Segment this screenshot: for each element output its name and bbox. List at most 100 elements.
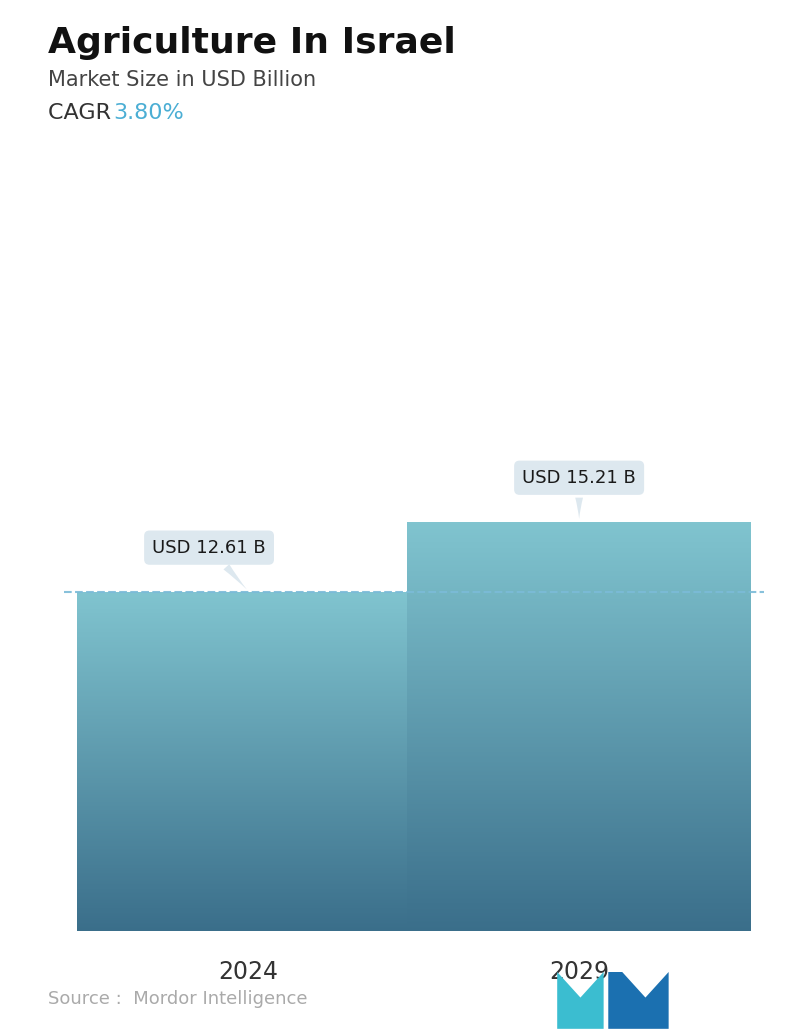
Bar [408,653,751,656]
Bar [408,927,751,930]
Bar [408,709,751,711]
Bar [408,542,751,544]
Bar [77,869,420,870]
Bar [408,597,751,598]
Bar [408,798,751,799]
Bar [408,726,751,728]
Bar [77,890,420,891]
Bar [408,564,751,566]
Bar [408,618,751,619]
Bar [77,739,420,740]
Bar [77,760,420,761]
Bar [408,687,751,688]
Bar [408,711,751,712]
Bar [408,764,751,765]
Bar [77,652,420,653]
Bar [77,662,420,663]
Bar [77,594,420,595]
Bar [77,649,420,650]
Bar [408,888,751,889]
Bar [77,831,420,832]
Bar [408,602,751,604]
Bar [77,720,420,721]
Bar [77,918,420,919]
Bar [408,870,751,871]
Bar [408,918,751,919]
Bar [77,772,420,773]
Bar [77,621,420,622]
Bar [77,908,420,909]
Bar [77,658,420,659]
Bar [408,548,751,549]
Bar [408,908,751,909]
Bar [408,827,751,828]
Bar [408,591,751,592]
Bar [77,644,420,646]
Bar [408,557,751,558]
Bar [408,865,751,866]
Bar [408,694,751,695]
Bar [408,799,751,801]
Bar [408,534,751,536]
Bar [408,545,751,546]
Bar [77,637,420,638]
Bar [77,693,420,695]
Bar [77,653,420,655]
Bar [408,746,751,747]
Bar [77,639,420,640]
Bar [408,716,751,717]
Bar [408,874,751,875]
Bar [77,906,420,907]
Bar [77,679,420,680]
Bar [77,812,420,813]
Bar [408,705,751,707]
Bar [408,677,751,678]
Bar [77,731,420,732]
Bar [77,926,420,927]
Bar [408,741,751,742]
Bar [77,614,420,615]
Bar [408,896,751,898]
Bar [77,826,420,828]
Bar [408,810,751,811]
Bar [408,789,751,790]
Bar [408,767,751,768]
Bar [77,843,420,844]
Bar [408,849,751,850]
Bar [408,692,751,694]
Bar [77,790,420,792]
Bar [408,889,751,891]
Bar [408,632,751,634]
Bar [77,882,420,883]
Bar [408,575,751,576]
Bar [408,754,751,755]
Bar [408,921,751,922]
Text: USD 12.61 B: USD 12.61 B [152,539,266,589]
Bar [77,610,420,611]
Bar [77,727,420,728]
Bar [77,665,420,666]
Bar [77,751,420,752]
Bar [408,801,751,802]
Bar [77,750,420,751]
Bar [408,638,751,639]
Bar [408,718,751,720]
Bar [408,613,751,614]
Bar [408,664,751,665]
Bar [77,634,420,635]
Bar [77,871,420,872]
Bar [77,773,420,774]
Bar [408,893,751,895]
Bar [408,760,751,762]
Bar [77,630,420,631]
Bar [77,734,420,735]
Bar [77,605,420,606]
Bar [408,898,751,900]
Bar [408,845,751,846]
Bar [408,794,751,795]
Bar [77,617,420,618]
Bar [77,688,420,689]
Bar [408,848,751,849]
Bar [408,588,751,589]
Bar [408,707,751,708]
